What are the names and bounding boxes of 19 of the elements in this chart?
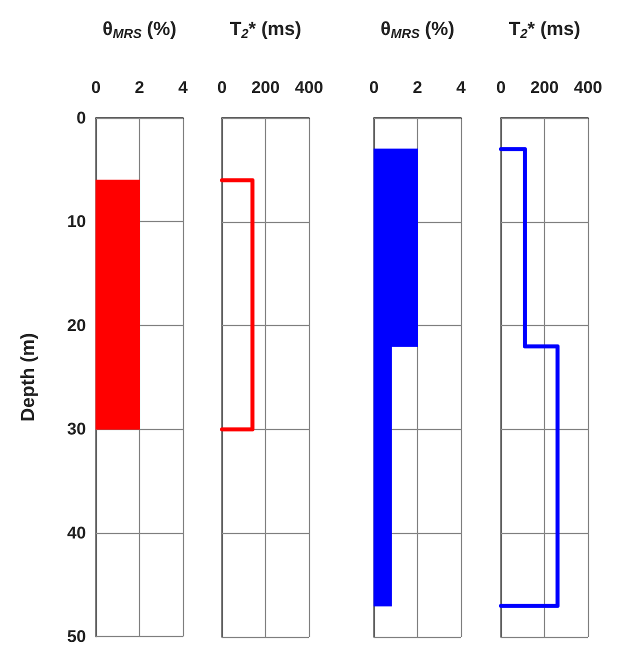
y-tick-label: 50 [67,627,86,645]
y-tick-label: 0 [76,108,86,128]
y-tick-label: 20 [67,316,86,335]
y-tick-label: 30 [67,420,86,439]
x-tick-label: 400 [294,78,324,97]
x-tick-label: 4 [178,78,188,97]
x-tick-label: 0 [91,78,101,97]
y-tick-label: 40 [67,523,86,542]
y-axis-title: Depth (m) [18,332,39,422]
x-tick-label: 2 [412,78,422,97]
x-tick-label: 400 [574,78,602,97]
y-tick-label: 10 [67,212,86,232]
x-tick-label: 0 [217,78,227,97]
x-tick-label: 0 [369,78,379,97]
x-tick-label: 2 [134,78,144,97]
x-tick-label: 0 [496,78,506,97]
x-tick-label: 200 [251,78,280,97]
x-tick-label: 4 [456,78,466,97]
x-tick-label: 200 [530,78,559,97]
